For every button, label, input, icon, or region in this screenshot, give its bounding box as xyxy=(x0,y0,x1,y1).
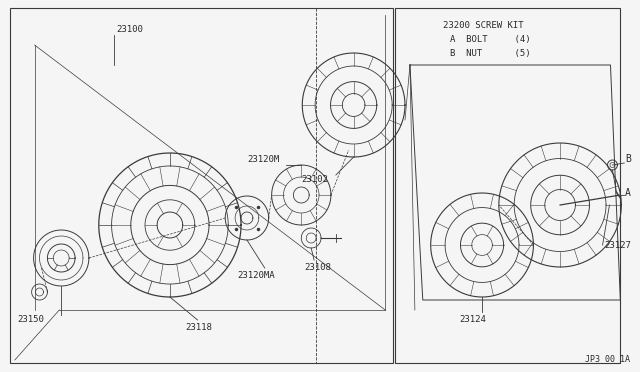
Text: 23120MA: 23120MA xyxy=(237,271,275,280)
Bar xyxy=(395,8,620,363)
Text: 23120M: 23120M xyxy=(247,155,279,164)
Text: 23124: 23124 xyxy=(460,315,486,324)
Text: A: A xyxy=(625,188,631,198)
Text: B  NUT      (5): B NUT (5) xyxy=(451,49,531,58)
Text: B: B xyxy=(625,154,631,164)
Text: 23200 SCREW KIT: 23200 SCREW KIT xyxy=(442,21,523,30)
Text: JP3 00 1A: JP3 00 1A xyxy=(585,355,630,364)
Text: A  BOLT     (4): A BOLT (4) xyxy=(451,35,531,44)
Text: 23118: 23118 xyxy=(186,323,212,332)
Text: 23108: 23108 xyxy=(304,263,331,272)
Text: 23100: 23100 xyxy=(116,25,143,34)
Bar xyxy=(10,8,393,363)
Text: 23102: 23102 xyxy=(301,175,328,184)
Text: 23127: 23127 xyxy=(605,241,632,250)
Text: 23150: 23150 xyxy=(18,315,45,324)
